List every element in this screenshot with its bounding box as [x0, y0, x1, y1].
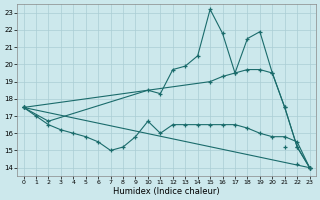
X-axis label: Humidex (Indice chaleur): Humidex (Indice chaleur): [113, 187, 220, 196]
